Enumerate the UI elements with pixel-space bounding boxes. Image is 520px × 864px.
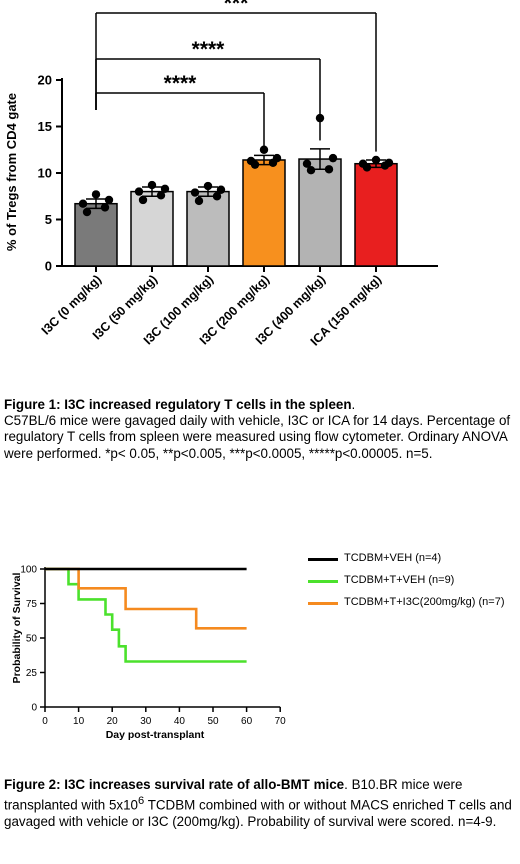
figure1-caption: Figure 1: I3C increased regulatory T cel… (4, 397, 514, 462)
data-point (194, 196, 204, 206)
significance-label: **** (192, 38, 226, 61)
survival-chart-x-axis-label: Day post-transplant (106, 729, 205, 741)
x-tick-label: 40 (174, 716, 186, 727)
survival-chart-plot: 0 25 50 75 100 0 10 20 30 40 50 60 70 (20, 565, 286, 728)
data-point (358, 159, 368, 168)
data-point (328, 153, 338, 163)
x-tick-label: 60 (241, 716, 253, 727)
significance-label: *** (224, 0, 249, 15)
data-point (246, 156, 256, 166)
data-point (138, 195, 148, 205)
x-tick-label: 70 (275, 716, 287, 727)
data-point (190, 188, 200, 197)
data-point (156, 191, 166, 200)
data-point (78, 199, 88, 208)
bar-chart-y-axis-label: % of Tregs from CD4 gate (4, 93, 19, 251)
bar (242, 159, 286, 267)
x-tick-label: 10 (73, 716, 85, 727)
legend-series-n: (n=4) (415, 552, 442, 564)
bar (74, 202, 118, 267)
legend-series-name: TCDBM+T+I3C(200mg/kg) (344, 596, 476, 608)
significance-label: **** (164, 72, 198, 95)
figure1-caption-title: Figure 1: I3C increased regulatory T cel… (4, 397, 352, 412)
survival-curve (45, 567, 247, 630)
data-point (306, 166, 316, 175)
data-point (216, 185, 226, 194)
legend-swatch (308, 602, 338, 605)
y-tick-label: 50 (26, 634, 38, 645)
data-point (91, 190, 101, 199)
legend-series-n: (n=9) (428, 574, 455, 586)
data-point (203, 181, 213, 191)
y-tick-label: 25 (26, 668, 38, 679)
x-tick-label: 50 (207, 716, 219, 727)
y-tick-label: 100 (20, 565, 37, 576)
x-tick-label: 30 (140, 716, 152, 727)
survival-chart-y-axis-label: Probability of Survival (11, 572, 23, 683)
figure1-caption-text: C57BL/6 mice were gavaged daily with veh… (4, 413, 511, 461)
y-tick-label: 75 (26, 599, 38, 610)
bar (130, 190, 174, 267)
figure2-caption-title-end: . (344, 777, 348, 792)
y-tick-label: 0 (45, 259, 52, 274)
figure1-caption-title-end: . (351, 397, 356, 412)
data-point (302, 159, 312, 168)
data-point (324, 165, 334, 174)
x-tick-label: 0 (42, 716, 48, 727)
data-point (212, 192, 222, 201)
bar (354, 162, 398, 267)
data-point (259, 145, 269, 154)
figure2-caption-text-post: TCDBM combined with or without MACS enri… (4, 797, 512, 829)
data-point (147, 180, 157, 190)
legend-series-n: (n=7) (478, 596, 505, 608)
legend-swatch (308, 580, 338, 583)
figure2-caption-text-pre: B10.BR mice were transplanted with 5x10 (4, 777, 463, 813)
data-point (371, 155, 381, 165)
data-point (134, 187, 144, 196)
legend-series-name: TCDBM+T+VEH (344, 574, 426, 586)
bar (186, 190, 230, 267)
bar (298, 158, 342, 267)
legend-swatch (308, 558, 338, 561)
figure2-caption-title: Figure 2: I3C increases survival rate of… (4, 777, 345, 792)
data-point (160, 184, 170, 194)
data-point (100, 203, 110, 212)
data-point (82, 207, 92, 217)
x-tick-label: 20 (107, 716, 119, 727)
y-tick-label: 10 (38, 166, 52, 181)
data-point (272, 153, 282, 163)
figure2-caption-superscript: 6 (138, 795, 145, 808)
survival-chart: 0 25 50 75 100 0 10 20 30 40 50 60 70 Probability of… (11, 565, 286, 742)
y-tick-label: 20 (38, 73, 52, 88)
data-point (384, 158, 394, 167)
legend-series-name: TCDBM+VEH (344, 552, 413, 564)
y-tick-label: 0 (31, 703, 37, 714)
y-tick-label: 15 (38, 119, 52, 134)
figure2-caption: Figure 2: I3C increases survival rate of… (4, 777, 514, 830)
y-tick-label: 5 (45, 212, 52, 227)
data-point (104, 195, 114, 205)
survival-curve (45, 567, 247, 663)
